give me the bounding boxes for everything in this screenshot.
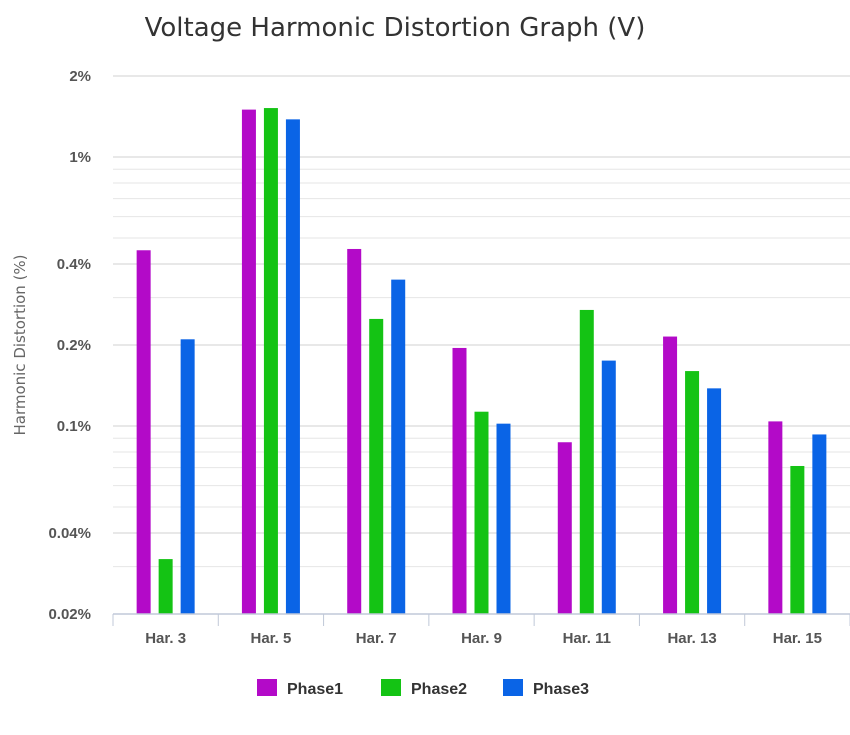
bar-phase2-4[interactable] <box>474 411 489 614</box>
x-tick-label: Har. 7 <box>356 630 397 647</box>
bar-phase3-2[interactable] <box>285 119 300 614</box>
y-tick-label: 0.1% <box>57 418 91 435</box>
y-tick-label: 0.02% <box>48 606 91 623</box>
y-tick-label: 2% <box>69 68 91 85</box>
y-tick-label: 0.2% <box>57 337 91 354</box>
bar-phase1-6[interactable] <box>663 336 678 614</box>
y-tick-label: 0.04% <box>48 525 91 542</box>
bar-phase2-2[interactable] <box>263 108 278 614</box>
grid-layer: 2% 1% 0.4% 0.2% 0.1% 0.04% 0.02% <box>48 68 850 623</box>
bar-phase1-1[interactable] <box>136 250 151 614</box>
x-tick-label: Har. 9 <box>461 630 502 647</box>
legend-swatch <box>503 679 523 696</box>
bar-phase3-6[interactable] <box>707 388 722 614</box>
bar-phase2-6[interactable] <box>685 371 700 614</box>
legend-item-phase1[interactable]: Phase1 <box>257 679 343 698</box>
y-axis-label: Harmonic Distortion (%) <box>11 254 29 435</box>
legend-label: Phase1 <box>287 681 343 698</box>
bar-phase3-1[interactable] <box>180 339 195 614</box>
bars-layer <box>136 108 827 615</box>
legend-label: Phase3 <box>533 681 589 698</box>
bar-phase2-1[interactable] <box>158 559 173 614</box>
legend-swatch <box>257 679 277 696</box>
axis-layer: Har. 3 Har. 5 Har. 7 Har. 9 Har. 11 Har. 13 Ha… <box>112 613 850 647</box>
bar-phase2-7[interactable] <box>790 465 805 614</box>
legend-label: Phase2 <box>411 681 467 698</box>
bar-phase1-5[interactable] <box>557 442 572 614</box>
chart-title: Voltage Harmonic Distortion Graph (V) <box>145 13 646 43</box>
bar-phase2-3[interactable] <box>369 318 384 614</box>
y-tick-label: 1% <box>69 149 91 166</box>
x-tick-label: Har. 13 <box>667 630 716 647</box>
bar-phase3-3[interactable] <box>391 279 406 614</box>
legend-swatch <box>381 679 401 696</box>
bar-phase1-3[interactable] <box>347 248 362 615</box>
y-tick-label: 0.4% <box>57 256 91 273</box>
bar-phase1-7[interactable] <box>768 421 783 614</box>
bar-phase3-4[interactable] <box>496 423 511 614</box>
legend[interactable]: Phase1 Phase2 Phase3 <box>257 679 589 698</box>
legend-item-phase3[interactable]: Phase3 <box>503 679 589 698</box>
x-tick-label: Har. 5 <box>250 630 291 647</box>
x-tick-label: Har. 15 <box>773 630 822 647</box>
legend-item-phase2[interactable]: Phase2 <box>381 679 467 698</box>
bar-phase2-5[interactable] <box>579 309 594 614</box>
bar-phase1-4[interactable] <box>452 347 467 614</box>
x-tick-label: Har. 3 <box>145 630 186 647</box>
x-tick-label: Har. 11 <box>563 630 611 647</box>
bar-phase1-2[interactable] <box>241 109 256 614</box>
bar-phase3-5[interactable] <box>601 360 616 614</box>
bar-phase3-7[interactable] <box>812 434 827 614</box>
